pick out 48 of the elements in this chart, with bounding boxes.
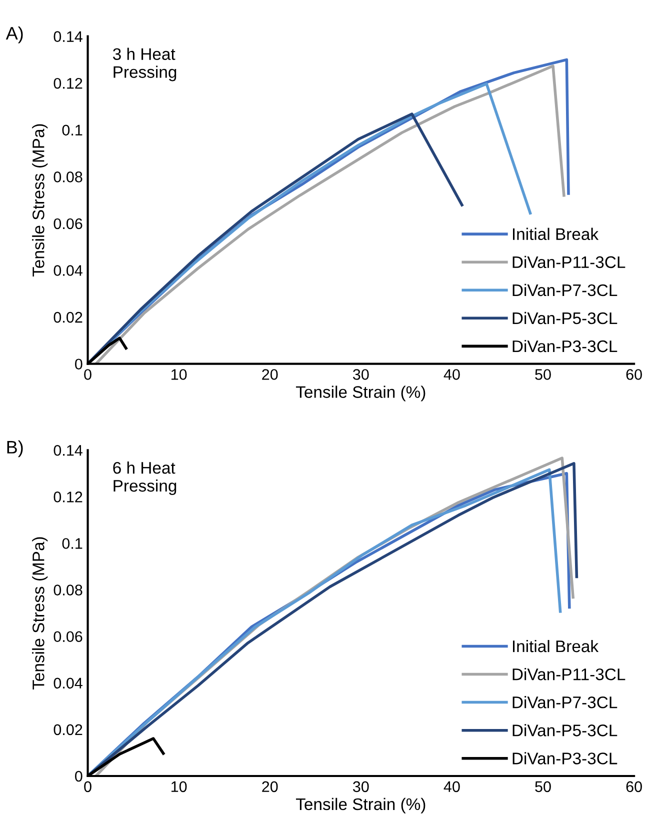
y-tick-label: 0.1 bbox=[62, 124, 82, 136]
y-axis-title: Tensile Stress (MPa) bbox=[32, 537, 48, 690]
x-tick-label: 60 bbox=[626, 369, 642, 380]
x-tick-label: 20 bbox=[262, 369, 278, 380]
y-tick-label: 0 bbox=[75, 358, 82, 370]
annotation: 6 h Heat Pressing bbox=[113, 462, 176, 496]
legend-label: Initial Break bbox=[512, 228, 599, 240]
y-tick-label: 0 bbox=[75, 770, 82, 782]
legend-label: DiVan-P5-3CL bbox=[512, 312, 618, 324]
legend-label: DiVan-P3-3CL bbox=[512, 340, 618, 352]
y-tick-label: 0.06 bbox=[54, 218, 82, 230]
x-tick-label: 40 bbox=[444, 781, 460, 792]
y-tick-label: 0.08 bbox=[54, 172, 82, 182]
y-tick-label: 0.02 bbox=[54, 724, 82, 736]
legend-label: DiVan-P7-3CL bbox=[512, 696, 618, 708]
y-tick-label: 0.12 bbox=[54, 492, 82, 502]
x-tick-label: 50 bbox=[535, 369, 551, 380]
x-tick-label: 30 bbox=[352, 369, 369, 380]
annotation: 3 h Heat Pressing bbox=[112, 48, 176, 82]
y-tick-label: 0.14 bbox=[54, 444, 82, 456]
y-tick-label: 0.14 bbox=[54, 31, 82, 42]
x-tick-label: 50 bbox=[535, 781, 551, 792]
y-tick-label: 0.06 bbox=[54, 631, 82, 642]
legend-label: DiVan-P3-3CL bbox=[512, 752, 618, 764]
x-tick-label: 20 bbox=[262, 781, 278, 792]
legend-label: DiVan-P7-3CL bbox=[512, 284, 618, 296]
y-tick-label: 0.02 bbox=[54, 312, 82, 323]
legend-label: DiVan-P11-3CL bbox=[512, 256, 626, 268]
x-tick-label: 0 bbox=[84, 781, 92, 792]
y-tick-label: 0.04 bbox=[54, 678, 82, 689]
legend-label: DiVan-P5-3CL bbox=[512, 724, 618, 736]
chart-title: B) bbox=[7, 440, 23, 458]
chart-title: A) bbox=[6, 26, 23, 44]
y-tick-label: 0.1 bbox=[62, 538, 82, 549]
x-tick-label: 60 bbox=[626, 781, 642, 792]
x-tick-label: 0 bbox=[84, 369, 92, 380]
y-tick-label: 0.12 bbox=[54, 78, 82, 89]
x-axis-title: Tensile Strain (%) bbox=[296, 798, 426, 814]
x-tick-label: 30 bbox=[352, 781, 369, 792]
x-tick-label: 10 bbox=[171, 369, 187, 380]
legend-label: DiVan-P11-3CL bbox=[512, 668, 626, 680]
y-tick-label: 0.08 bbox=[54, 584, 82, 596]
y-tick-label: 0.04 bbox=[54, 265, 82, 276]
y-axis-title: Tensile Stress (MPa) bbox=[32, 124, 48, 277]
x-axis-title: Tensile Strain (%) bbox=[296, 386, 426, 402]
x-tick-label: 10 bbox=[171, 781, 187, 792]
legend-label: Initial Break bbox=[512, 640, 599, 652]
x-tick-label: 40 bbox=[444, 369, 460, 380]
